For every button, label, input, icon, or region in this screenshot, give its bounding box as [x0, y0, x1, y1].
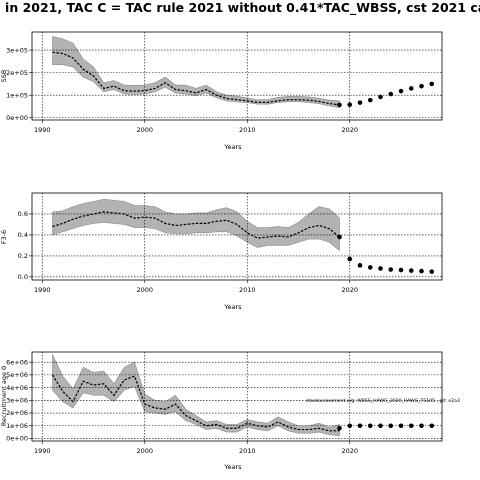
projection-point [388, 423, 394, 429]
y-tick-label: 0e+00 [6, 435, 28, 443]
projection-point [419, 83, 424, 89]
x-axis-label: Years [223, 303, 242, 311]
x-tick-label: 2010 [239, 126, 256, 134]
chart-ssb: 1990 2000 2010 2020 0e+00 1e+05 2e+05 3e+05 Year… [0, 31, 443, 151]
y-axis-label: Recruitment age 0 [0, 366, 8, 426]
confidence-band [52, 36, 340, 108]
median-series-line [52, 51, 340, 106]
x-tick-label: 2000 [136, 286, 153, 294]
projection-point [398, 88, 404, 94]
median-series-line [52, 211, 340, 239]
y-axis-label: SSB [0, 70, 8, 83]
x-axis-label: Years [223, 463, 242, 471]
projection-point [388, 267, 394, 272]
y-tick-label: 0.2 [18, 252, 28, 260]
projection-point [419, 268, 424, 274]
x-tick-label: 1990 [34, 286, 51, 294]
x-tick-label: 2010 [239, 286, 256, 294]
y-axis-label: F3-6 [0, 230, 8, 244]
projection-point [337, 234, 342, 240]
plot-frame [31, 31, 443, 121]
projection-point [378, 94, 383, 100]
y-tick-label: 2e+06 [6, 409, 28, 417]
projection-point [347, 256, 353, 262]
plot-frame [31, 192, 443, 281]
y-tick-label: 3e+06 [6, 397, 28, 405]
y-tick-label: 1e+05 [6, 91, 28, 99]
x-tick-label: 2020 [341, 126, 358, 134]
chart-fishing-mortality: 1990 2000 2010 2020 0.0 0.2 0.4 0.6 Years F3-6 [0, 192, 443, 311]
projection-point [357, 100, 363, 105]
chart-recruitment: 1990 2000 2010 2020 0e+00 1e+06 2e+06 3e+06 4e+0… [0, 351, 460, 471]
projection-point [367, 97, 373, 103]
projection-point [347, 102, 353, 107]
y-tick-label: 0.0 [18, 273, 28, 281]
y-tick-label: 2e+05 [6, 69, 28, 77]
projection-point [388, 91, 394, 97]
y-tick-label: 0e+00 [6, 114, 28, 122]
projection-point [378, 266, 383, 271]
confidence-band [52, 198, 340, 252]
confidence-band [52, 354, 340, 437]
y-tick-label: 3e+05 [6, 46, 28, 54]
projection-point [347, 423, 353, 429]
x-tick-label: 2000 [136, 126, 153, 134]
median-series-line [51, 374, 340, 432]
projection-point [357, 263, 363, 268]
chart-annotation: stockassessment.org: WBSS_HAWG_2020_HAWG… [306, 398, 460, 404]
plot-frame [31, 351, 443, 442]
projection-point [398, 423, 404, 429]
projection-point [337, 102, 342, 108]
x-axis-label: Years [223, 143, 242, 151]
x-tick-label: 2020 [341, 447, 358, 455]
projection-point [337, 425, 342, 431]
projection-point [357, 423, 363, 429]
page-title: 5 in 2021, TAC C = TAC rule 2021 without… [0, 0, 480, 15]
projection-point [408, 423, 414, 429]
y-tick-label: 0.4 [18, 231, 28, 239]
projection-point [378, 423, 383, 429]
y-tick-label: 5e+06 [6, 371, 28, 379]
y-tick-label: 0.6 [18, 210, 28, 218]
x-tick-label: 2000 [136, 447, 153, 455]
y-tick-label: 1e+06 [6, 422, 28, 430]
projection-point [408, 86, 414, 91]
x-tick-label: 2020 [341, 286, 358, 294]
projection-point [367, 265, 373, 270]
projection-point [429, 269, 435, 274]
x-tick-label: 1990 [34, 126, 51, 134]
projection-point [429, 81, 435, 87]
projection-point [419, 423, 424, 429]
projection-point [408, 268, 414, 273]
y-tick-label: 6e+06 [6, 358, 28, 366]
x-tick-label: 1990 [34, 447, 51, 455]
x-tick-label: 2010 [239, 447, 256, 455]
projection-point [367, 423, 373, 429]
projection-point [429, 423, 435, 429]
y-tick-label: 4e+06 [6, 384, 28, 392]
projection-point [398, 267, 404, 273]
